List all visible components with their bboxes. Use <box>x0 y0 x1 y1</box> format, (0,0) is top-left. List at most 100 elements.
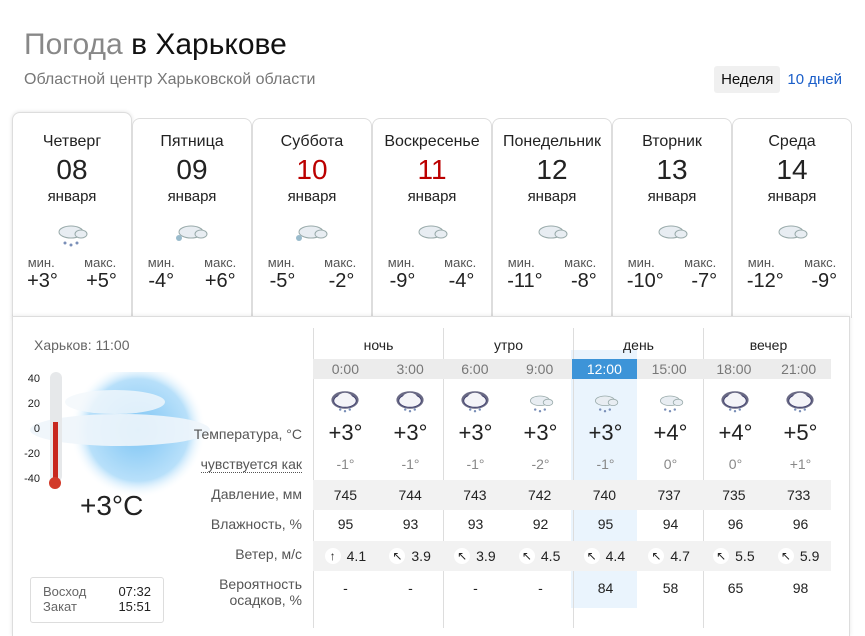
max-label: макс. <box>564 255 597 270</box>
label-pressure: Давление, мм <box>211 486 302 502</box>
weather-icon <box>13 213 131 251</box>
day-tab[interactable]: Вторник 13 января мин. макс. -10° -7° <box>612 118 732 318</box>
wind-direction-icon: ↖ <box>777 548 794 564</box>
day-tab[interactable]: Пятница 09 января мин. макс. -4° +6° <box>132 118 252 318</box>
weekday: Четверг <box>42 133 102 150</box>
weekday: Понедельник <box>503 133 601 150</box>
temperature-cell: +4° <box>653 420 688 445</box>
label-wind: Ветер, м/с <box>235 546 302 562</box>
precip-label-1: Вероятность <box>219 576 302 592</box>
wind-speed: 4.7 <box>670 548 690 564</box>
min-temp: -12° <box>746 270 784 292</box>
precip-cell: 84 <box>597 580 614 596</box>
min-label: мин. <box>387 255 415 270</box>
temperature-cell: +3° <box>328 420 363 445</box>
night-cloud-rain-icon <box>461 391 489 413</box>
cloud-icon <box>658 225 688 239</box>
humidity-cell: 96 <box>727 516 744 532</box>
period-label: вечер <box>749 337 788 353</box>
wind-direction-icon: ↖ <box>518 548 535 564</box>
time-cell[interactable]: 18:00 <box>716 361 752 377</box>
week-tab[interactable]: Неделя <box>714 66 781 93</box>
weather-icon-cell <box>703 388 768 419</box>
date: 11 <box>417 154 447 185</box>
cloud-rain-icon <box>58 225 88 247</box>
humidity-cell: 94 <box>662 516 679 532</box>
precip-cell: - <box>473 580 478 596</box>
night-cloud-rain-icon <box>721 391 749 413</box>
thermo-tick: -20 <box>24 448 40 460</box>
wind-cell: ↖ 3.9 <box>378 541 443 571</box>
time-cell[interactable]: 12:00 <box>572 359 637 379</box>
day-tab[interactable]: Суббота 10 января мин. макс. -5° -2° <box>252 118 372 318</box>
label-humidity: Влажность, % <box>210 516 302 532</box>
precip-cell: 65 <box>727 580 744 596</box>
wind-cell: ↑ 4.1 <box>313 541 378 571</box>
period-header: утро <box>443 328 573 628</box>
feels-like-link[interactable]: чувствуется как <box>200 456 302 473</box>
precip-cell: - <box>538 580 543 596</box>
ten-days-link[interactable]: 10 дней <box>787 71 842 88</box>
precip-cell: - <box>343 580 348 596</box>
max-temp: -4° <box>448 270 475 292</box>
date: 08 <box>56 154 88 185</box>
time-cell[interactable]: 0:00 <box>331 361 359 377</box>
cloud-rain-icon <box>529 395 553 413</box>
feels-like-cell: -1° <box>401 456 420 472</box>
max-temp: +6° <box>204 270 236 292</box>
date: 10 <box>296 154 328 185</box>
cloud-icon <box>538 225 568 239</box>
wind-cell: ↖ 5.9 <box>766 541 831 571</box>
page-title: Погода в Харькове <box>24 28 287 61</box>
max-temp: -9° <box>811 270 838 292</box>
sunrise-label: Восход <box>43 584 87 599</box>
label-precip: Вероятность осадков, % <box>219 576 302 608</box>
pressure-cell: 733 <box>786 487 811 503</box>
weekday: Среда <box>768 133 816 150</box>
time-cell[interactable]: 3:00 <box>396 361 424 377</box>
pressure-row: 745 744 743 742 740 737 735 733 <box>313 480 831 510</box>
wind-direction-icon: ↖ <box>583 548 600 564</box>
max-label: макс. <box>444 255 477 270</box>
max-temp: -7° <box>691 270 718 292</box>
time-cell[interactable]: 15:00 <box>651 361 687 377</box>
time-cell[interactable]: 9:00 <box>526 361 554 377</box>
day-tab[interactable]: Среда 14 января мин. макс. -12° -9° <box>732 118 852 318</box>
feels-like-cell: -1° <box>466 456 485 472</box>
temperature-cell: +3° <box>458 420 493 445</box>
weather-icon <box>133 213 251 251</box>
max-temp: -8° <box>571 270 597 292</box>
wind-speed: 4.5 <box>540 548 561 564</box>
date: 09 <box>176 154 208 185</box>
time-cell[interactable]: 21:00 <box>781 361 817 377</box>
sunset-time: 15:51 <box>118 599 151 614</box>
cloud-rain-icon <box>659 395 683 413</box>
day-tab[interactable]: Понедельник 12 января мин. макс. -11° -8° <box>492 118 612 318</box>
precip-label-2: осадков, % <box>229 592 302 608</box>
wind-direction-icon: ↖ <box>713 548 730 564</box>
wind-speed: 4.4 <box>605 548 626 564</box>
min-temp: -4° <box>148 270 175 292</box>
wind-direction-icon: ↖ <box>454 548 471 564</box>
temperature-row: +3° +3° +3° +3° +3° +4° +4° +5° <box>313 420 833 446</box>
pressure-cell: 743 <box>463 487 487 503</box>
label-temperature: Температура, °C <box>193 426 302 442</box>
day-tab[interactable]: Воскресенье 11 января мин. макс. -9° -4° <box>372 118 492 318</box>
cloud-icon <box>778 225 808 239</box>
pressure-cell: 737 <box>657 487 681 503</box>
precip-cell: 98 <box>792 580 809 596</box>
weather-icon-cell <box>443 388 508 419</box>
city-time: Харьков: 11:00 <box>34 337 130 353</box>
min-temp: -11° <box>507 270 543 292</box>
pressure-cell: 740 <box>592 487 617 503</box>
humidity-cell: 93 <box>467 516 484 532</box>
label-feels-like[interactable]: чувствуется как <box>200 456 302 473</box>
time-cell[interactable]: 6:00 <box>461 361 489 377</box>
min-temp: -9° <box>389 270 416 292</box>
min-label: мин. <box>747 255 775 270</box>
period-label: ночь <box>363 337 394 353</box>
wind-speed: 5.5 <box>735 548 755 564</box>
feels-like-row: -1° -1° -1° -2° -1° 0° 0° +1° <box>313 456 833 472</box>
day-tab[interactable]: Четверг 08 января мин. макс. +3° +5° <box>12 112 132 318</box>
weather-icon <box>373 213 491 251</box>
